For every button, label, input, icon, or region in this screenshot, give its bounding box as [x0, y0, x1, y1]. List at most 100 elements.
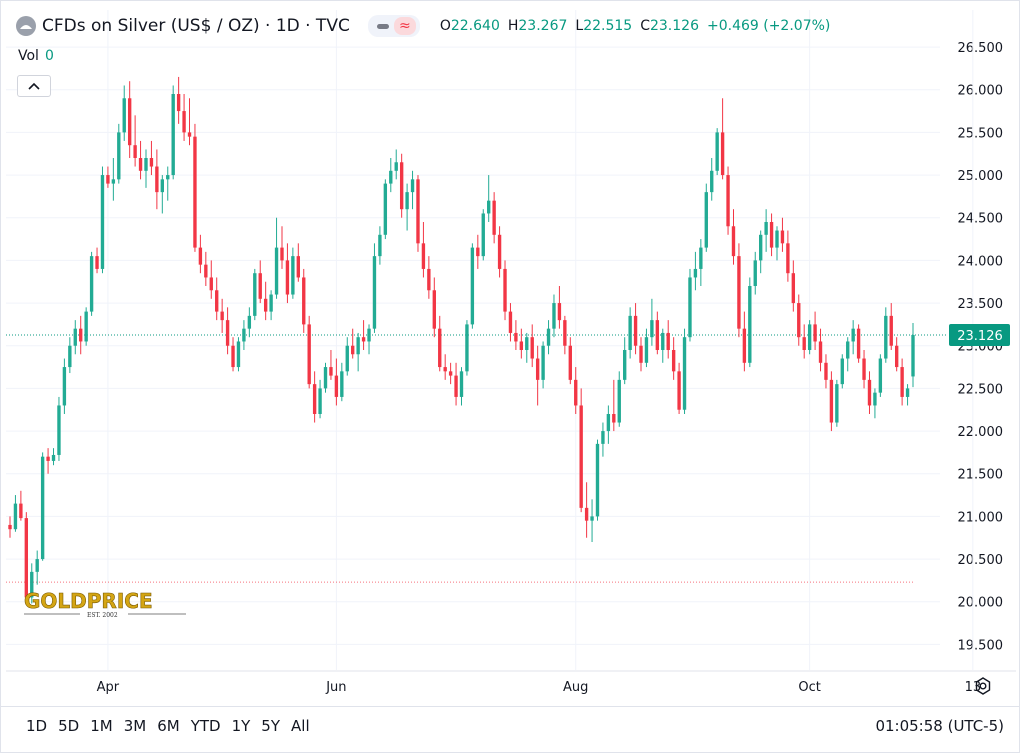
candle-body	[30, 571, 34, 598]
candle-body	[438, 328, 442, 368]
range-3m[interactable]: 3M	[123, 717, 147, 735]
candle-body	[155, 166, 159, 193]
y-tick-label: 21.000	[958, 510, 1004, 525]
settings-icon[interactable]	[973, 676, 993, 696]
low-value: 22.515	[583, 18, 633, 34]
candle-body	[584, 507, 589, 521]
candle-body	[280, 247, 284, 261]
candle-body	[225, 320, 230, 346]
candle-body	[323, 367, 328, 389]
wave-icon[interactable]: ≈	[393, 17, 416, 35]
candle-body	[911, 334, 915, 377]
y-tick-label: 22.000	[958, 425, 1004, 440]
candle-body	[19, 503, 23, 519]
y-tick-label: 26.000	[958, 84, 1004, 99]
range-1y[interactable]: 1Y	[231, 717, 251, 735]
candle-body	[291, 256, 295, 295]
candle-body	[106, 175, 110, 184]
candle-body	[535, 358, 540, 380]
candle-body	[791, 273, 796, 304]
candle-body	[780, 230, 785, 244]
x-tick-label: Oct	[798, 680, 820, 695]
chart-controls-pill[interactable]: ≈	[367, 15, 420, 37]
candle-body	[62, 367, 67, 406]
change-value: +0.469 (+2.07%)	[706, 18, 831, 34]
candle-body	[57, 405, 61, 455]
candle-body	[340, 371, 344, 397]
range-5y[interactable]: 5Y	[261, 717, 281, 735]
candle-body	[204, 264, 208, 278]
y-tick-label: 24.000	[958, 254, 1004, 269]
y-tick-label: 19.500	[958, 638, 1004, 653]
candle-body	[748, 286, 752, 363]
candle-body	[563, 320, 567, 346]
candle-body	[775, 230, 779, 248]
candle-body	[661, 332, 665, 350]
collapse-button[interactable]	[17, 75, 51, 97]
svg-text:GOLDPRICE: GOLDPRICE	[24, 589, 153, 613]
candle-body	[742, 328, 747, 363]
candle-body	[193, 136, 197, 248]
candle-body	[889, 315, 893, 346]
candle-body	[318, 388, 322, 414]
candle-body	[35, 559, 39, 572]
y-tick-label: 21.500	[958, 468, 1004, 483]
candle-body	[247, 315, 252, 329]
candle-body	[138, 158, 143, 171]
range-all[interactable]: All	[291, 717, 310, 735]
candle-body	[623, 350, 627, 380]
candle-body	[166, 175, 170, 180]
range-ytd[interactable]: YTD	[190, 717, 221, 735]
candle-body	[258, 273, 262, 299]
minus-icon[interactable]	[372, 17, 394, 35]
candle-body	[312, 384, 317, 414]
candle-body	[824, 362, 828, 380]
candle-body	[807, 324, 812, 350]
last-price-badge	[949, 323, 1010, 346]
candle-body	[84, 311, 88, 342]
x-tick-label: Apr	[97, 680, 120, 695]
candle-body	[176, 94, 181, 112]
candle-body	[356, 337, 360, 355]
candle-body	[813, 324, 817, 342]
candle-body	[878, 358, 883, 393]
candle-body	[601, 431, 605, 444]
candle-body	[416, 179, 420, 244]
candle-body	[579, 405, 583, 508]
candle-body	[731, 226, 736, 257]
candle-body	[476, 247, 480, 257]
range-6m[interactable]: 6M	[157, 717, 180, 735]
candle-body	[117, 132, 121, 180]
candle-body	[835, 384, 839, 423]
candle-body	[160, 179, 164, 193]
candle-body	[606, 414, 611, 432]
range-1m[interactable]: 1M	[90, 717, 113, 735]
close-value: 23.126	[649, 18, 699, 34]
candle-body	[394, 162, 398, 171]
candle-body	[383, 183, 388, 235]
candle-body	[274, 247, 279, 295]
candle-body	[302, 277, 306, 325]
candle-body	[688, 277, 692, 338]
candle-body	[873, 392, 877, 406]
range-5d[interactable]: 5D	[58, 717, 80, 735]
candle-body	[557, 303, 562, 321]
y-tick-label: 25.000	[958, 169, 1004, 184]
range-1d[interactable]: 1D	[26, 717, 48, 735]
candle-body	[46, 456, 50, 461]
candle-body	[671, 350, 676, 372]
candle-body	[296, 256, 300, 278]
candle-body	[862, 358, 866, 380]
candle-body	[525, 337, 529, 350]
candle-body	[655, 320, 660, 350]
range-selector: 1D 5D 1M 3M 6M YTD 1Y 5Y All	[22, 717, 317, 735]
candle-body	[867, 379, 872, 406]
last-price-label: 23.126	[957, 329, 1003, 344]
candle-body	[519, 341, 524, 350]
candle-body	[666, 332, 670, 350]
candle-body	[617, 379, 621, 423]
candle-body	[144, 158, 148, 171]
candle-body	[24, 518, 29, 598]
x-tick-label: Jun	[325, 680, 346, 695]
